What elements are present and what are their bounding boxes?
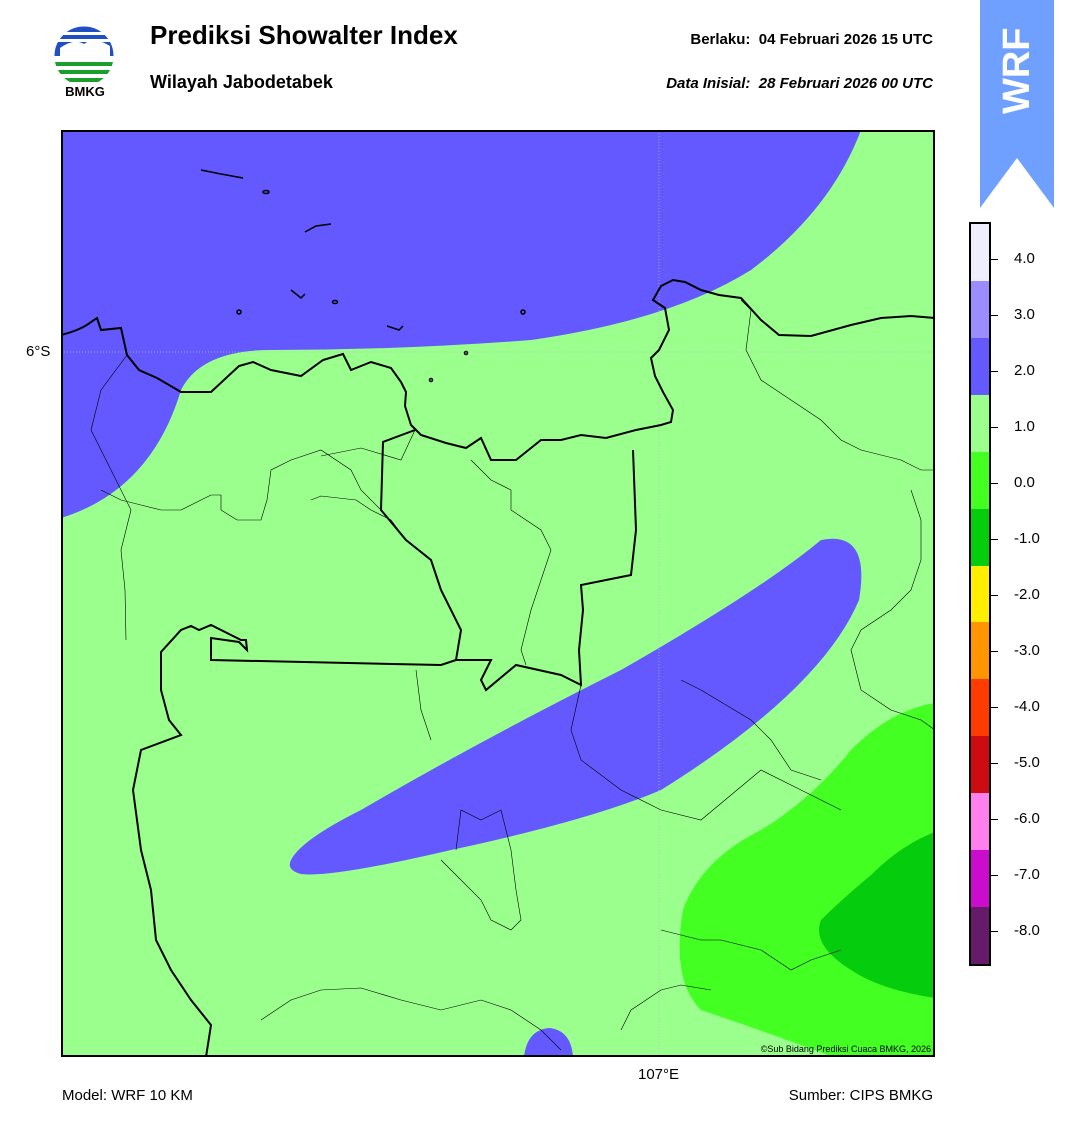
contour-darkgreen-southeast	[819, 832, 935, 998]
colorbar-tick	[991, 315, 998, 316]
colorbar-tick	[991, 707, 998, 708]
coastline-island	[304, 223, 332, 233]
colorbar-label: -5.0	[1014, 754, 1040, 771]
colorbar-tick	[991, 539, 998, 540]
coastline-island	[331, 299, 339, 305]
colorbar-segment	[971, 565, 989, 623]
colorbar-label: 1.0	[1014, 418, 1035, 435]
colorbar-label: -8.0	[1014, 922, 1040, 939]
coastline-island	[262, 189, 270, 195]
source-label: Sumber: CIPS BMKG	[788, 1087, 933, 1104]
colorbar-label: 3.0	[1014, 306, 1035, 323]
coastline-island	[520, 309, 526, 315]
colorbar-tick	[991, 819, 998, 820]
colorbar-label: -1.0	[1014, 530, 1040, 547]
coastline-island	[428, 377, 434, 383]
init-time: Data Inisial: 28 Februari 2026 00 UTC	[666, 75, 933, 92]
colorbar-label: -3.0	[1014, 642, 1040, 659]
colorbar-label: -6.0	[1014, 810, 1040, 827]
colorbar-label: -4.0	[1014, 698, 1040, 715]
colorbar-tick	[991, 259, 998, 260]
contour-blue-north	[61, 130, 861, 518]
colorbar-segment	[971, 508, 989, 567]
coastline-island	[236, 309, 242, 315]
valid-time-value: 04 Februari 2026 15 UTC	[758, 31, 933, 48]
colorbar-segment	[971, 224, 989, 282]
colorbar-segment	[971, 622, 989, 680]
colorbar-segment	[971, 280, 989, 339]
coastline-island	[463, 350, 469, 356]
init-label: Data Inisial:	[666, 75, 751, 92]
province-boundary	[131, 623, 457, 1057]
colorbar-label: -2.0	[1014, 586, 1040, 603]
colorbar-tick	[991, 595, 998, 596]
colorbar-tick	[991, 763, 998, 764]
colorbar-label: 0.0	[1014, 474, 1035, 491]
copyright-text: ©Sub Bidang Prediksi Cuaca BMKG, 2026	[761, 1044, 931, 1054]
colorbar-label: 2.0	[1014, 362, 1035, 379]
colorbar-tick	[991, 931, 998, 932]
colorbar-segment	[971, 850, 989, 908]
province-boundary	[379, 429, 638, 692]
contour-blue-band	[289, 538, 862, 875]
colorbar-segment	[971, 793, 989, 851]
valid-time: Berlaku: 04 Februari 2026 15 UTC	[690, 31, 933, 48]
wrf-badge: WRF	[980, 0, 1054, 208]
wrf-badge-text: WRF	[996, 27, 1038, 114]
valid-label: Berlaku:	[690, 31, 751, 48]
model-label: Model: WRF 10 KM	[62, 1087, 193, 1104]
colorbar-tick	[991, 875, 998, 876]
colorbar-label: 4.0	[1014, 250, 1035, 267]
page-title: Prediksi Showalter Index	[150, 20, 458, 50]
colorbar-tick	[991, 483, 998, 484]
coastline-island	[386, 325, 404, 331]
colorbar	[969, 222, 991, 966]
colorbar-segment	[971, 337, 989, 396]
colorbar-tick	[991, 371, 998, 372]
page-subtitle: Wilayah Jabodetabek	[150, 72, 333, 92]
lon-label: 107°E	[638, 1066, 680, 1083]
showalter-map: ©Sub Bidang Prediksi Cuaca BMKG, 2026	[61, 130, 935, 1057]
colorbar-tick	[991, 651, 998, 652]
colorbar-segment	[971, 907, 989, 964]
colorbar-segment	[971, 394, 989, 453]
init-time-value: 28 Februari 2026 00 UTC	[758, 75, 933, 92]
district-boundaries	[90, 299, 935, 1051]
coastline	[61, 278, 935, 461]
colorbar-segment	[971, 451, 989, 510]
colorbar-segment	[971, 736, 989, 794]
colorbar-segment	[971, 679, 989, 737]
coastline-island	[290, 289, 306, 300]
logo-text: BMKG	[65, 84, 105, 99]
coastline-island	[200, 169, 244, 179]
colorbar-tick	[991, 427, 998, 428]
lat-label: 6°S	[26, 343, 51, 360]
bmkg-logo	[53, 25, 115, 87]
colorbar-label: -7.0	[1014, 866, 1040, 883]
